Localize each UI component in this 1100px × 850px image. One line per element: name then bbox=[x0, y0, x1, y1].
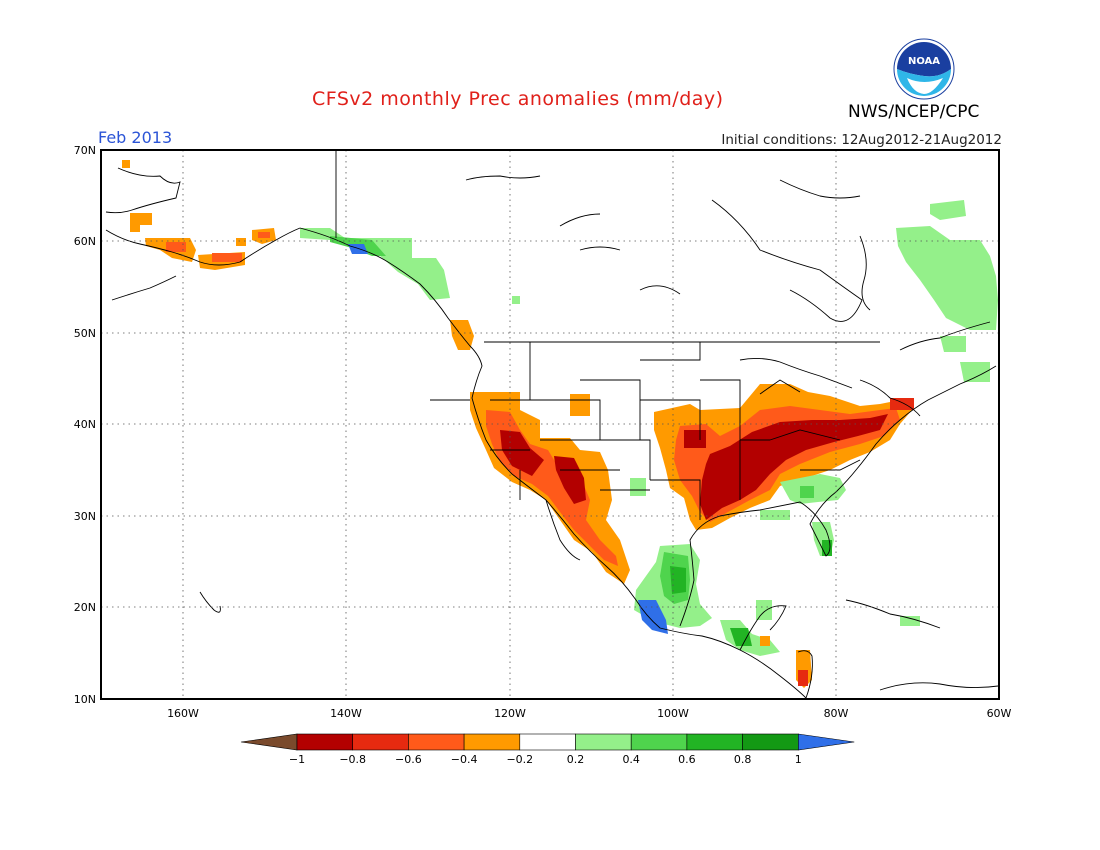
colorbar-label: 0.2 bbox=[567, 753, 585, 766]
lat-label: 70N bbox=[74, 144, 96, 157]
colorbar-label: 0.8 bbox=[734, 753, 752, 766]
colorbar-label: −0.6 bbox=[395, 753, 422, 766]
colorbar-segment bbox=[519, 733, 576, 751]
lat-label: 40N bbox=[74, 418, 96, 431]
colorbar-label: −0.4 bbox=[451, 753, 478, 766]
colorbar-label: 0.6 bbox=[678, 753, 696, 766]
agency-label: NWS/NCEP/CPC bbox=[848, 102, 980, 122]
lon-label: 140W bbox=[330, 707, 362, 720]
colorbar-segment bbox=[797, 733, 855, 751]
initial-conditions: Initial conditions: 12Aug2012-21Aug2012 bbox=[721, 132, 1002, 148]
colorbar-segment bbox=[352, 733, 409, 751]
noaa-logo-icon: NOAA bbox=[893, 38, 955, 100]
colorbar-segment bbox=[463, 733, 521, 751]
colorbar-segment bbox=[686, 733, 743, 751]
anomaly-fields bbox=[122, 160, 998, 688]
colorbar-segment bbox=[296, 733, 354, 751]
lon-label: 60W bbox=[987, 707, 1012, 720]
colorbar: −1 −0.8 −0.6 −0.4 −0.2 0.2 0.4 0.6 0.8 1 bbox=[240, 733, 855, 766]
lat-label: 50N bbox=[74, 327, 96, 340]
colorbar-segment bbox=[630, 733, 688, 751]
forecast-month: Feb 2013 bbox=[98, 128, 173, 147]
lat-label: 20N bbox=[74, 601, 96, 614]
lon-label: 160W bbox=[167, 707, 199, 720]
logo-text: NOAA bbox=[908, 56, 940, 67]
colorbar-segment bbox=[575, 733, 632, 751]
lat-label: 10N bbox=[74, 693, 96, 706]
colorbar-label: −1 bbox=[289, 753, 305, 766]
lat-label: 30N bbox=[74, 510, 96, 523]
lon-label: 100W bbox=[657, 707, 689, 720]
coastlines bbox=[105, 150, 999, 699]
lat-label: 60N bbox=[74, 235, 96, 248]
colorbar-segment bbox=[742, 733, 799, 751]
colorbar-label: −0.2 bbox=[506, 753, 533, 766]
latitude-labels: 70N 60N 50N 40N 30N 20N 10N bbox=[74, 144, 96, 706]
colorbar-segment bbox=[240, 733, 298, 751]
colorbar-segment bbox=[408, 733, 465, 751]
lon-label: 120W bbox=[494, 707, 526, 720]
map-gridlines bbox=[101, 150, 999, 699]
lon-label: 80W bbox=[824, 707, 849, 720]
colorbar-label: 0.4 bbox=[622, 753, 640, 766]
map-frame bbox=[100, 149, 1000, 700]
colorbar-label: −0.8 bbox=[339, 753, 366, 766]
longitude-labels: 160W 140W 120W 100W 80W 60W bbox=[167, 707, 1011, 720]
colorbar-label: 1 bbox=[795, 753, 802, 766]
chart-title: CFSv2 monthly Prec anomalies (mm/day) bbox=[312, 88, 724, 110]
